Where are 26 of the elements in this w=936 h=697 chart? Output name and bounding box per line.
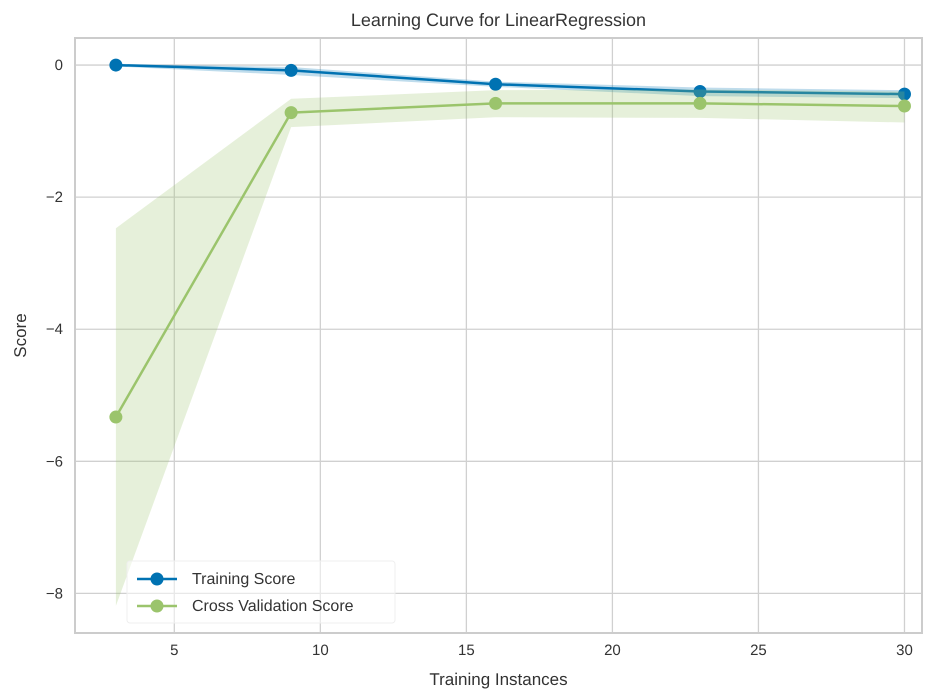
point [284, 64, 298, 77]
x-tick-label: 5 [170, 642, 178, 659]
point [694, 96, 707, 110]
y-tick-label: −4 [46, 321, 63, 338]
legend-label: Cross Validation Score [192, 598, 354, 615]
point [489, 96, 502, 110]
chart-title: Learning Curve for LinearRegression [350, 10, 646, 30]
point [109, 58, 122, 72]
x-axis-title: Training Instances [429, 670, 568, 689]
point [694, 84, 707, 98]
point [898, 100, 911, 113]
y-axis-title: Score [11, 313, 30, 358]
point [489, 78, 502, 91]
x-tick-label: 25 [750, 642, 767, 659]
x-tick-label: 10 [312, 642, 329, 659]
y-tick-label: −8 [46, 585, 63, 602]
point [109, 410, 122, 424]
x-tick-label: 20 [604, 642, 621, 659]
x-tick-label: 15 [458, 642, 475, 659]
point [898, 88, 911, 101]
legend-label: Training Score [192, 571, 296, 588]
x-tick-label: 30 [896, 642, 913, 659]
y-tick-label: 0 [54, 57, 63, 74]
y-tick-label: −6 [46, 453, 63, 470]
point [284, 106, 298, 120]
y-tick-label: −2 [46, 189, 63, 206]
